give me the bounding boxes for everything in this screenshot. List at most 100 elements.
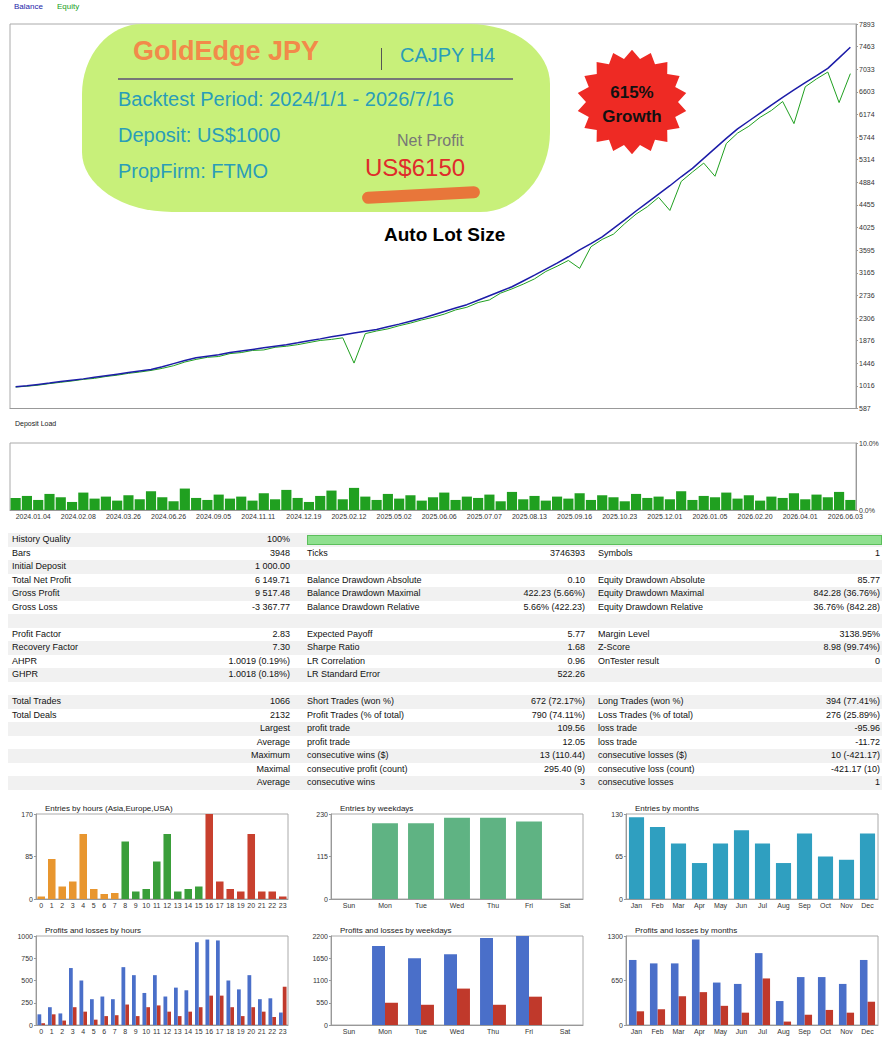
svg-text:Nov: Nov bbox=[840, 1028, 853, 1035]
svg-text:1000: 1000 bbox=[17, 933, 33, 940]
svg-text:Wed: Wed bbox=[450, 1028, 464, 1035]
svg-text:22: 22 bbox=[268, 1028, 276, 1035]
svg-text:65: 65 bbox=[615, 853, 623, 860]
svg-text:2026.02.20: 2026.02.20 bbox=[738, 513, 773, 520]
svg-text:0: 0 bbox=[29, 1022, 33, 1029]
svg-text:6174: 6174 bbox=[859, 111, 875, 118]
svg-text:14: 14 bbox=[184, 1028, 192, 1035]
svg-text:May: May bbox=[714, 902, 728, 910]
svg-text:115: 115 bbox=[317, 853, 328, 860]
svg-text:0: 0 bbox=[324, 896, 328, 903]
svg-text:2024.11.11: 2024.11.11 bbox=[241, 513, 275, 520]
svg-text:Thu: Thu bbox=[487, 902, 499, 909]
svg-text:0: 0 bbox=[619, 1022, 623, 1029]
svg-text:12: 12 bbox=[163, 902, 171, 909]
svg-text:10: 10 bbox=[142, 1028, 150, 1035]
svg-text:0: 0 bbox=[29, 896, 33, 903]
svg-text:Aug: Aug bbox=[777, 902, 790, 910]
svg-text:Mar: Mar bbox=[672, 902, 685, 909]
svg-text:4884: 4884 bbox=[859, 179, 875, 186]
svg-text:Profits and losses by hours: Profits and losses by hours bbox=[45, 926, 141, 935]
svg-text:19: 19 bbox=[237, 902, 245, 909]
svg-text:Thu: Thu bbox=[487, 1028, 499, 1035]
svg-text:Balance: Balance bbox=[14, 2, 43, 11]
svg-text:2025.10.23: 2025.10.23 bbox=[602, 513, 637, 520]
svg-text:7893: 7893 bbox=[859, 21, 875, 28]
svg-text:20: 20 bbox=[247, 1028, 255, 1035]
svg-text:1300: 1300 bbox=[607, 933, 623, 940]
svg-text:16: 16 bbox=[205, 902, 213, 909]
svg-text:2025.08.13: 2025.08.13 bbox=[512, 513, 547, 520]
svg-text:4025: 4025 bbox=[859, 224, 875, 231]
svg-text:Fri: Fri bbox=[525, 902, 534, 909]
svg-text:12: 12 bbox=[163, 1028, 171, 1035]
svg-text:17: 17 bbox=[216, 1028, 224, 1035]
svg-text:15: 15 bbox=[195, 1028, 203, 1035]
svg-text:9: 9 bbox=[134, 1028, 138, 1035]
svg-text:2026.06.03: 2026.06.03 bbox=[828, 513, 863, 520]
svg-text:Sep: Sep bbox=[798, 902, 811, 910]
svg-text:0: 0 bbox=[324, 1022, 328, 1029]
svg-text:2026.04.01: 2026.04.01 bbox=[783, 513, 818, 520]
svg-text:Tue: Tue bbox=[415, 1028, 427, 1035]
svg-text:Jan: Jan bbox=[631, 1028, 642, 1035]
svg-text:0: 0 bbox=[39, 902, 43, 909]
svg-text:Feb: Feb bbox=[651, 902, 663, 909]
svg-text:10.0%: 10.0% bbox=[859, 440, 879, 447]
svg-text:Entries by weekdays: Entries by weekdays bbox=[340, 804, 413, 813]
svg-text:2736: 2736 bbox=[859, 292, 875, 299]
svg-text:2: 2 bbox=[60, 902, 64, 909]
svg-text:13: 13 bbox=[174, 902, 182, 909]
svg-text:Profits and losses by months: Profits and losses by months bbox=[635, 926, 737, 935]
svg-text:3165: 3165 bbox=[859, 269, 875, 276]
svg-text:Jun: Jun bbox=[736, 1028, 747, 1035]
svg-text:2: 2 bbox=[60, 1028, 64, 1035]
svg-text:170: 170 bbox=[21, 811, 33, 818]
svg-text:Sat: Sat bbox=[560, 1028, 571, 1035]
svg-text:6: 6 bbox=[102, 1028, 106, 1035]
svg-text:Deposit Load: Deposit Load bbox=[15, 420, 56, 428]
svg-text:2025.09.16: 2025.09.16 bbox=[557, 513, 592, 520]
svg-text:17: 17 bbox=[216, 902, 224, 909]
svg-text:Jul: Jul bbox=[758, 902, 767, 909]
svg-text:5: 5 bbox=[92, 902, 96, 909]
svg-text:8: 8 bbox=[123, 1028, 127, 1035]
svg-text:Sun: Sun bbox=[343, 1028, 356, 1035]
svg-text:Tue: Tue bbox=[415, 902, 427, 909]
svg-text:Sat: Sat bbox=[560, 902, 571, 909]
svg-text:230: 230 bbox=[316, 811, 328, 818]
svg-text:2025.05.02: 2025.05.02 bbox=[377, 513, 412, 520]
svg-text:Entries by months: Entries by months bbox=[635, 804, 699, 813]
svg-text:4: 4 bbox=[81, 1028, 85, 1035]
svg-text:6: 6 bbox=[102, 902, 106, 909]
svg-text:Profits and losses by weekdays: Profits and losses by weekdays bbox=[340, 926, 452, 935]
svg-text:Mon: Mon bbox=[378, 902, 392, 909]
svg-text:Apr: Apr bbox=[694, 1028, 706, 1036]
svg-text:Mon: Mon bbox=[378, 1028, 392, 1035]
svg-text:7: 7 bbox=[113, 902, 117, 909]
svg-text:20: 20 bbox=[247, 902, 255, 909]
svg-text:10: 10 bbox=[142, 902, 150, 909]
svg-text:16: 16 bbox=[205, 1028, 213, 1035]
svg-text:750: 750 bbox=[21, 955, 33, 962]
svg-text:21: 21 bbox=[258, 902, 266, 909]
svg-text:7: 7 bbox=[113, 1028, 117, 1035]
svg-text:18: 18 bbox=[226, 902, 234, 909]
svg-text:615%: 615% bbox=[610, 83, 653, 102]
svg-text:Sun: Sun bbox=[343, 902, 356, 909]
svg-text:15: 15 bbox=[195, 902, 203, 909]
svg-text:587: 587 bbox=[859, 405, 871, 412]
svg-text:23: 23 bbox=[279, 902, 287, 909]
svg-text:5744: 5744 bbox=[859, 134, 875, 141]
svg-text:Jun: Jun bbox=[736, 902, 747, 909]
svg-text:Jan: Jan bbox=[631, 902, 642, 909]
svg-text:2024.06.26: 2024.06.26 bbox=[151, 513, 186, 520]
svg-text:2025.06.06: 2025.06.06 bbox=[422, 513, 457, 520]
svg-text:5314: 5314 bbox=[859, 156, 875, 163]
svg-text:2024.01.04: 2024.01.04 bbox=[16, 513, 51, 520]
svg-text:2025.07.07: 2025.07.07 bbox=[467, 513, 502, 520]
svg-text:22: 22 bbox=[268, 902, 276, 909]
svg-text:7463: 7463 bbox=[859, 43, 875, 50]
svg-text:2025.02.12: 2025.02.12 bbox=[331, 513, 366, 520]
svg-text:4: 4 bbox=[81, 902, 85, 909]
